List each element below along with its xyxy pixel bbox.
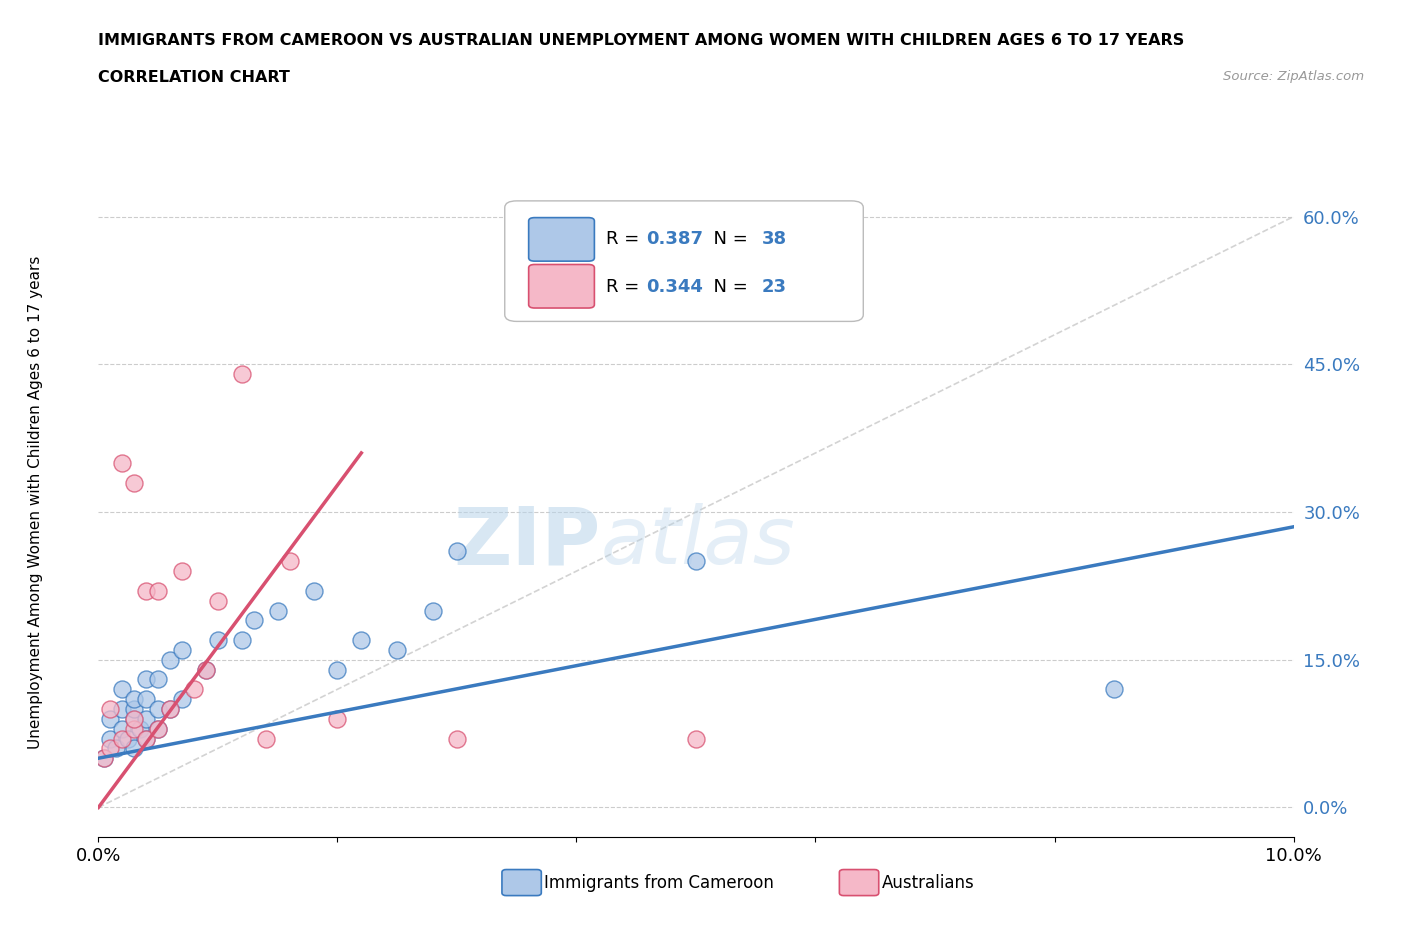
Point	[98, 741, 122, 756]
Point	[124, 722, 146, 737]
Point	[148, 722, 170, 737]
Point	[124, 692, 146, 707]
Text: R =: R =	[606, 277, 645, 296]
Point	[350, 632, 373, 647]
Text: N =: N =	[702, 230, 754, 248]
Point	[98, 711, 122, 726]
Point	[231, 632, 253, 647]
Point	[422, 603, 444, 618]
Point	[111, 701, 134, 716]
Point	[93, 751, 115, 765]
Text: IMMIGRANTS FROM CAMEROON VS AUSTRALIAN UNEMPLOYMENT AMONG WOMEN WITH CHILDREN AG: IMMIGRANTS FROM CAMEROON VS AUSTRALIAN U…	[98, 33, 1185, 47]
Point	[124, 475, 146, 490]
Point	[326, 662, 349, 677]
Point	[194, 662, 218, 677]
Point	[111, 722, 134, 737]
Point	[148, 722, 170, 737]
Text: Immigrants from Cameroon: Immigrants from Cameroon	[544, 873, 773, 892]
Text: N =: N =	[702, 277, 754, 296]
Point	[685, 554, 707, 569]
Text: R =: R =	[606, 230, 645, 248]
Text: 0.387: 0.387	[645, 230, 703, 248]
Point	[243, 613, 266, 628]
Point	[685, 731, 707, 746]
Point	[148, 672, 170, 687]
Text: 23: 23	[762, 277, 787, 296]
Point	[124, 701, 146, 716]
Point	[159, 701, 181, 716]
Point	[207, 593, 229, 608]
Text: 0.344: 0.344	[645, 277, 703, 296]
Point	[172, 564, 194, 578]
Point	[207, 632, 229, 647]
Point	[124, 741, 146, 756]
Text: Source: ZipAtlas.com: Source: ZipAtlas.com	[1223, 70, 1364, 83]
Point	[111, 456, 134, 471]
Point	[111, 731, 134, 746]
Point	[129, 722, 152, 737]
Point	[172, 643, 194, 658]
FancyBboxPatch shape	[529, 264, 595, 308]
Point	[446, 731, 468, 746]
FancyBboxPatch shape	[505, 201, 863, 322]
Point	[135, 672, 157, 687]
Point	[148, 701, 170, 716]
Point	[117, 731, 139, 746]
Point	[1104, 682, 1126, 697]
Point	[98, 701, 122, 716]
Point	[135, 731, 157, 746]
Point	[267, 603, 290, 618]
Point	[446, 544, 468, 559]
Text: 38: 38	[762, 230, 787, 248]
Point	[135, 731, 157, 746]
Point	[135, 583, 157, 598]
Text: Australians: Australians	[882, 873, 974, 892]
Point	[278, 554, 301, 569]
Point	[302, 583, 325, 598]
Point	[183, 682, 205, 697]
Text: CORRELATION CHART: CORRELATION CHART	[98, 70, 290, 85]
Point	[172, 692, 194, 707]
Point	[124, 711, 146, 726]
Point	[194, 662, 218, 677]
Point	[254, 731, 277, 746]
Point	[135, 711, 157, 726]
Point	[385, 643, 409, 658]
Point	[159, 652, 181, 667]
Point	[93, 751, 115, 765]
Point	[111, 682, 134, 697]
Point	[135, 692, 157, 707]
Point	[124, 711, 146, 726]
FancyBboxPatch shape	[529, 218, 595, 261]
Point	[105, 741, 128, 756]
Text: atlas: atlas	[600, 503, 796, 581]
Point	[804, 259, 827, 273]
Point	[326, 711, 349, 726]
Point	[231, 366, 253, 381]
Text: Unemployment Among Women with Children Ages 6 to 17 years: Unemployment Among Women with Children A…	[28, 256, 42, 749]
Point	[148, 583, 170, 598]
Point	[98, 731, 122, 746]
Text: ZIP: ZIP	[453, 503, 600, 581]
Point	[159, 701, 181, 716]
